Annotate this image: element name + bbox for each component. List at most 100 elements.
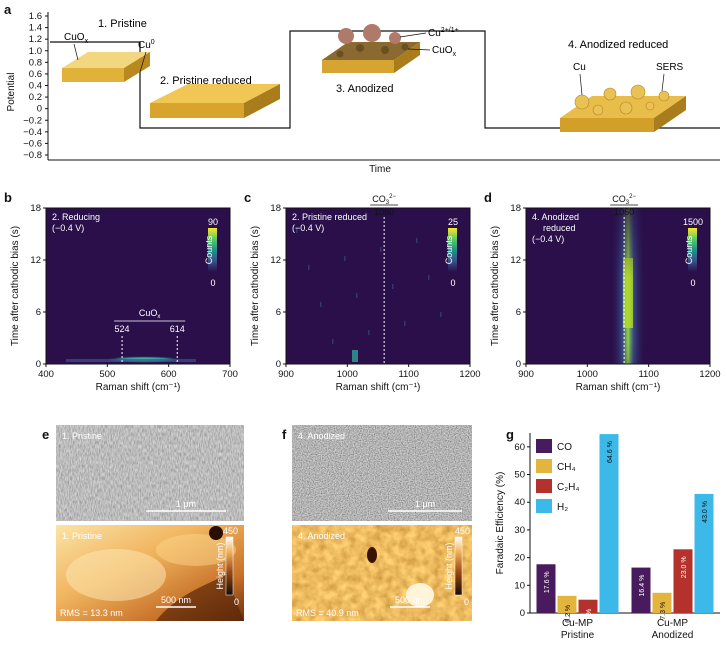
heatmap-signal	[66, 359, 196, 362]
sem-image-anodized	[292, 425, 472, 521]
heatmap-noise	[320, 302, 322, 307]
heatmap-background	[286, 208, 470, 364]
panel-label-c: c	[244, 190, 252, 205]
heatmap-signal	[352, 350, 358, 362]
heatmap-ytick-label: 18	[30, 203, 41, 214]
afm-cbar-max-anodized: 450	[455, 526, 470, 536]
afm-rms-pristine: RMS = 13.3 nm	[60, 608, 123, 618]
chart-data-label: 43.0 %	[702, 501, 709, 523]
chart-category-label: Anodized	[652, 630, 694, 641]
panel-a-ytick-label: −0.4	[23, 127, 42, 138]
afm-colorbar-anodized	[454, 536, 463, 596]
sem-scale-anodized: 1 μm	[415, 499, 435, 509]
heatmap-colorbar-label: Counts	[444, 235, 454, 264]
heatmap-noise	[392, 284, 394, 289]
panel-a-ytick-label: 1.6	[29, 11, 42, 22]
sem-label-anodized: 4. Anodized	[298, 431, 345, 441]
heatmap-frame	[45, 207, 231, 365]
heatmap-background	[46, 208, 230, 364]
heatmap-xtick-label: 900	[278, 369, 294, 380]
panel-a-ytick-label: 1.4	[29, 23, 42, 34]
heatmap-noise	[308, 265, 310, 270]
sample-pristine	[62, 52, 150, 82]
heatmap-noise	[368, 330, 370, 335]
heatmap-annotation-peak: 1060	[374, 207, 394, 217]
panel-label-d: d	[484, 190, 492, 205]
heatmap-ytick-label: 0	[516, 359, 521, 370]
heatmap-xtick-label: 700	[222, 369, 238, 380]
heatmap-frame	[525, 207, 711, 365]
heatmap-colorbar	[208, 228, 217, 272]
heatmap-frame	[285, 207, 471, 365]
chart-bar	[631, 567, 651, 613]
chart-data-label: 64.6 %	[607, 441, 614, 463]
panel-a-ytick-label: 0.2	[29, 92, 42, 103]
chart-data-label: 16.4 %	[639, 575, 646, 597]
heatmap-xtick-label: 1100	[398, 369, 418, 380]
heatmap-signal-core	[623, 258, 633, 328]
panel-a-ytick-label: −0.2	[23, 115, 42, 126]
panel-a-ytick-label: 0.6	[29, 69, 42, 80]
panel-a-ytick-label: 0.4	[29, 81, 42, 92]
heatmap-state-label: 4. Anodized	[532, 212, 579, 222]
label-sers: SERS	[656, 62, 684, 73]
label-cu: Cu	[573, 62, 586, 73]
sample-anodized-reduced	[560, 84, 686, 132]
panel-label-a: a	[4, 2, 12, 17]
heatmap-noise	[296, 228, 298, 233]
chart-ytick-label: 10	[514, 580, 525, 591]
heatmap-noise	[440, 312, 442, 317]
heatmap-ylabel: Time after cathodic bias (s)	[250, 226, 261, 346]
chart-ytick-label: 60	[514, 442, 525, 453]
heatmap-annotation-title: CO32−	[612, 194, 636, 206]
label-pristine: 1. Pristine	[98, 18, 147, 30]
heatmap-state-label-2: reduced	[543, 223, 576, 233]
heatmap-ytick-label: 0	[276, 359, 281, 370]
chart-category-label: Pristine	[561, 630, 595, 641]
heatmap-xlabel: Raman shift (cm⁻¹)	[96, 382, 181, 393]
heatmap-ylabel: Time after cathodic bias (s)	[10, 226, 21, 346]
panel-a-ytick-label: 1.2	[29, 34, 42, 45]
heatmap-xtick-label: 1000	[577, 369, 598, 380]
chart-category-label: Cu-MP	[562, 618, 593, 629]
chart-legend-label: CO	[557, 442, 572, 453]
heatmap-colorbar-min: 0	[210, 278, 215, 288]
heatmap-annotation-title: CO32−	[372, 194, 396, 206]
afm-cbar-label-pristine: Height (nm)	[215, 542, 225, 589]
afm-cbar-min-anodized: 0	[464, 597, 469, 607]
chart-bar	[694, 493, 714, 613]
heatmap-colorbar-max: 1500	[683, 217, 703, 227]
chart-bar	[673, 549, 693, 613]
heatmap-colorbar	[688, 228, 697, 272]
chart-bar	[536, 564, 556, 613]
chart-data-label: 23.0 %	[681, 556, 688, 578]
chart-category-label: Cu-MP	[657, 618, 688, 629]
label-anodized-reduced: 4. Anodized reduced	[568, 39, 668, 51]
heatmap-annotation-peak: 1060	[614, 207, 634, 217]
chart-data-label: 17.6 %	[544, 571, 551, 593]
label-cu-ions: Cu2+/1+	[428, 27, 459, 39]
heatmap-noise	[332, 339, 334, 344]
chart-legend-swatch	[536, 439, 552, 453]
heatmap-state-label: 2. Pristine reduced	[292, 212, 367, 222]
heatmap-d: 900 1000 1100 1200 0 6 12 18 Raman shift (cm⁻¹) T…	[490, 194, 721, 393]
heatmap-noise	[428, 275, 430, 280]
chart-data-label: 6.2 %	[565, 605, 572, 623]
heatmap-noise	[356, 293, 358, 298]
heatmap-signal-group	[610, 208, 646, 364]
afm-cbar-label-anodized: Height (nm)	[444, 542, 454, 589]
afm-cbar-min-pristine: 0	[234, 597, 239, 607]
chart-bar	[578, 599, 598, 613]
afm-cbar-max-pristine: 450	[223, 526, 238, 536]
chart-ytick-label: 50	[514, 470, 525, 481]
heatmap-ytick-label: 18	[270, 203, 281, 214]
sem-scale-pristine: 1 μm	[176, 499, 196, 509]
panel-a-ytick-label: −0.6	[23, 138, 42, 149]
heatmap-ytick-label: 6	[276, 307, 281, 318]
label-cuox-anodized: CuOx	[432, 45, 457, 58]
afm-label-anodized: 4. Anodized	[298, 531, 345, 541]
panel-a-ytick-label: 1.0	[29, 46, 42, 57]
chart-bar	[652, 592, 672, 613]
heatmap-xtick-label: 1200	[459, 369, 480, 380]
panel-a-potential-diagram: 1.61.41.21.00.80.60.40.20−0.2−0.4−0.6−0.…	[6, 11, 720, 175]
